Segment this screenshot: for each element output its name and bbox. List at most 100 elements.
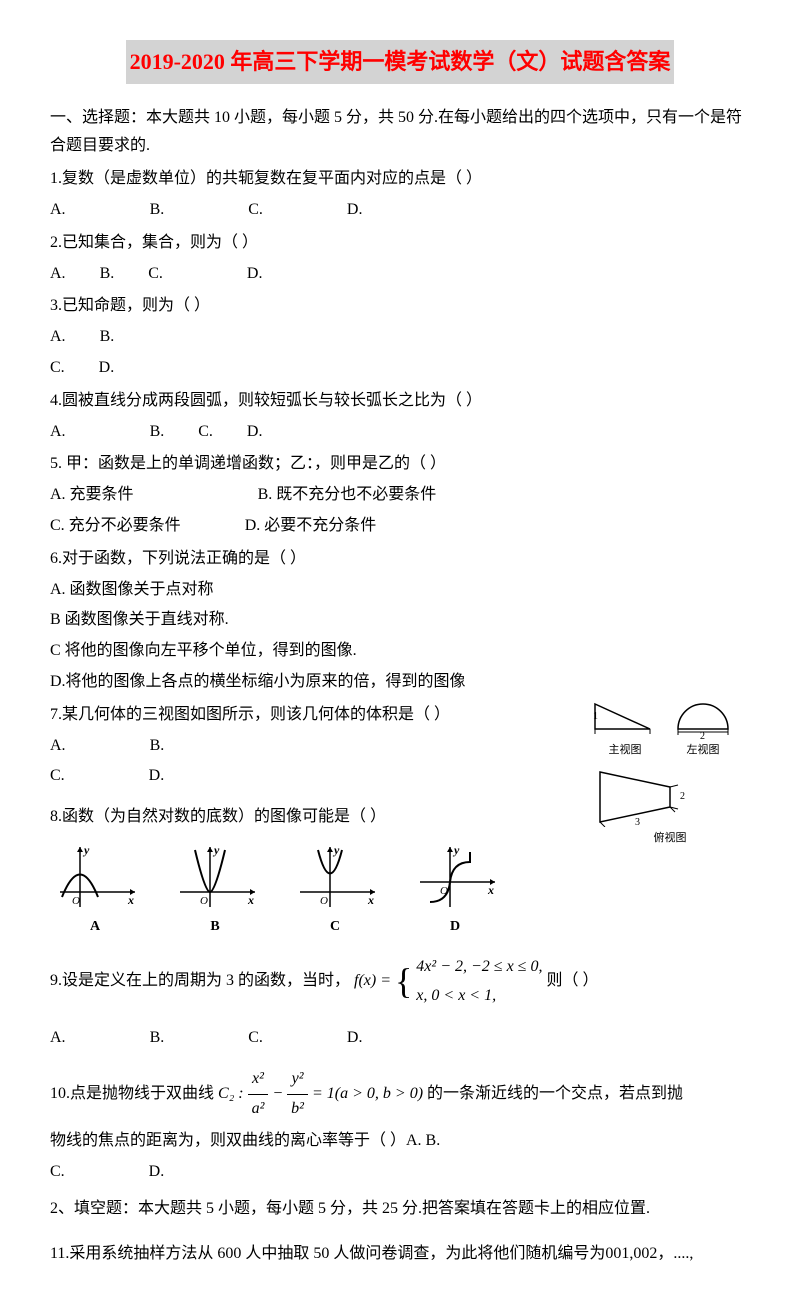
svg-text:y: y — [452, 843, 460, 857]
q6-option-b: B 函数图像关于直线对称. — [50, 606, 750, 635]
graph-d: y x O D — [410, 842, 500, 939]
q4-option-a: A. — [50, 418, 66, 447]
front-view: 1 主视图 — [590, 699, 660, 761]
q2-option-a: A. — [50, 260, 66, 289]
graph-b-label: B — [170, 914, 260, 939]
question-2-options: A. B. C. D. — [50, 260, 750, 289]
dim-2: 2 — [700, 731, 705, 739]
graph-d-label: D — [410, 914, 500, 939]
q1-option-a: A. — [50, 196, 66, 225]
q2-option-c: C. — [148, 260, 163, 289]
q9-piece2: x, 0 < x < 1, — [416, 982, 542, 1011]
question-9: 9.设是定义在上的周期为 3 的函数，当时， f(x) = { 4x² − 2,… — [50, 949, 750, 1014]
section-1-heading: 一、选择题：本大题共 10 小题，每小题 5 分，共 50 分.在每小题给出的四… — [50, 104, 750, 162]
q10-frac2-den: b² — [287, 1095, 308, 1124]
q10-cond: = 1(a > 0, b > 0) — [312, 1080, 423, 1109]
question-10: 10.点是抛物线于双曲线 C₂ : x² a² − y² b² = 1(a > … — [50, 1065, 750, 1124]
q3-option-a: A. — [50, 323, 66, 352]
q10-frac2: y² b² — [287, 1065, 308, 1124]
q3-option-b: B. — [100, 323, 115, 352]
q9-option-b: B. — [150, 1024, 165, 1053]
question-4: 4.圆被直线分成两段圆弧，则较短弧长与较长弧长之比为（ ） — [50, 387, 750, 416]
question-4-options: A. B. C. D. — [50, 418, 750, 447]
question-5: 5. 甲：函数是上的单调递增函数；乙：，则甲是乙的（ ） — [50, 450, 750, 479]
title-wrapper: 2019-2020 年高三下学期一模考试数学（文）试题含答案 — [50, 40, 750, 84]
graph-a-label: A — [50, 914, 140, 939]
graph-options: y x O A y x O B y x O C — [50, 842, 580, 939]
q6-option-a: A. 函数图像关于点对称 — [50, 576, 750, 605]
q5-option-a: A. 充要条件 — [50, 481, 134, 510]
q9-option-d: D. — [347, 1024, 363, 1053]
svg-text:O: O — [320, 895, 328, 907]
three-view-diagram: 1 主视图 2 左视图 2 3 俯视图 — [590, 699, 750, 849]
svg-text:O: O — [200, 895, 208, 907]
q7-option-d: D. — [149, 762, 165, 791]
q9-option-a: A. — [50, 1024, 66, 1053]
q4-option-c: C. — [198, 418, 213, 447]
dim-2b: 2 — [680, 791, 685, 802]
q5-option-b: B. 既不充分也不必要条件 — [258, 481, 437, 510]
top-view-label: 俯视图 — [590, 829, 750, 849]
q10-frac1: x² a² — [248, 1065, 269, 1124]
svg-text:y: y — [212, 843, 220, 857]
q10-frac1-num: x² — [248, 1065, 269, 1095]
q10-text-mid: 的一条渐近线的一个交点，若点到抛 — [427, 1085, 683, 1102]
graph-c-label: C — [290, 914, 380, 939]
q7-option-c: C. — [50, 762, 65, 791]
q10-option-c: C. — [50, 1158, 65, 1187]
q7-option-b: B. — [150, 732, 165, 761]
q5-option-c: C. 充分不必要条件 — [50, 512, 181, 541]
q5-option-d: D. 必要不充分条件 — [245, 512, 377, 541]
q7-option-a: A. — [50, 732, 66, 761]
q2-option-d: D. — [247, 260, 263, 289]
q10-frac1-den: a² — [248, 1095, 269, 1124]
svg-text:x: x — [247, 893, 254, 907]
question-5-options-2: C. 充分不必要条件 D. 必要不充分条件 — [50, 512, 750, 541]
question-1: 1.复数（是虚数单位）的共轭复数在复平面内对应的点是（ ） — [50, 165, 750, 194]
svg-text:x: x — [487, 883, 494, 897]
question-11: 11.采用系统抽样方法从 600 人中抽取 50 人做问卷调查，为此将他们随机编… — [50, 1240, 750, 1269]
front-view-label: 主视图 — [590, 741, 660, 761]
q10-option-d: D. — [149, 1158, 165, 1187]
q4-option-d: D. — [247, 418, 263, 447]
q9-piecewise: 4x² − 2, −2 ≤ x ≤ 0, x, 0 < x < 1, — [416, 953, 542, 1011]
section-2-heading: 2、填空题：本大题共 5 小题，每小题 5 分，共 25 分.把答案填在答题卡上… — [50, 1195, 750, 1224]
q6-option-c: C 将他的图像向左平移个单位，得到的图像. — [50, 637, 750, 666]
svg-text:x: x — [127, 893, 134, 907]
question-10-options: C. D. — [50, 1158, 750, 1187]
question-3-options: A. B. — [50, 323, 750, 352]
page-title: 2019-2020 年高三下学期一模考试数学（文）试题含答案 — [126, 40, 675, 84]
q10-text-pre: 10.点是抛物线于双曲线 — [50, 1085, 214, 1102]
side-view-label: 左视图 — [668, 741, 738, 761]
brace-icon: { — [395, 961, 412, 1001]
q1-option-c: C. — [248, 196, 263, 225]
question-2: 2.已知集合，集合，则为（ ） — [50, 229, 750, 258]
q2-option-b: B. — [100, 260, 115, 289]
question-5-options-1: A. 充要条件 B. 既不充分也不必要条件 — [50, 481, 750, 510]
q4-option-b: B. — [150, 418, 165, 447]
q10-frac2-num: y² — [287, 1065, 308, 1095]
q6-option-d: D.将他的图像上各点的横坐标缩小为原来的倍，得到的图像 — [50, 668, 750, 697]
dim-1: 1 — [593, 711, 598, 722]
question-9-options: A. B. C. D. — [50, 1024, 750, 1053]
q3-option-c: C. — [50, 354, 65, 383]
svg-text:y: y — [82, 843, 90, 857]
q9-option-c: C. — [248, 1024, 263, 1053]
q1-option-d: D. — [347, 196, 363, 225]
question-3: 3.已知命题，则为（ ） — [50, 292, 750, 321]
svg-text:O: O — [72, 895, 80, 907]
question-6: 6.对于函数，下列说法正确的是（ ） — [50, 545, 750, 574]
q9-text-pre: 9.设是定义在上的周期为 3 的函数，当时， — [50, 972, 350, 989]
svg-text:x: x — [367, 893, 374, 907]
svg-text:y: y — [332, 843, 340, 857]
q9-formula-fx: f(x) = — [354, 967, 391, 996]
q10-minus: − — [272, 1080, 283, 1109]
graph-c: y x O C — [290, 842, 380, 939]
q3-option-d: D. — [99, 354, 115, 383]
svg-text:O: O — [440, 885, 448, 897]
graph-b: y x O B — [170, 842, 260, 939]
q1-option-b: B. — [150, 196, 165, 225]
side-view: 2 左视图 — [668, 699, 738, 761]
graph-a: y x O A — [50, 842, 140, 939]
dim-3: 3 — [635, 817, 640, 827]
